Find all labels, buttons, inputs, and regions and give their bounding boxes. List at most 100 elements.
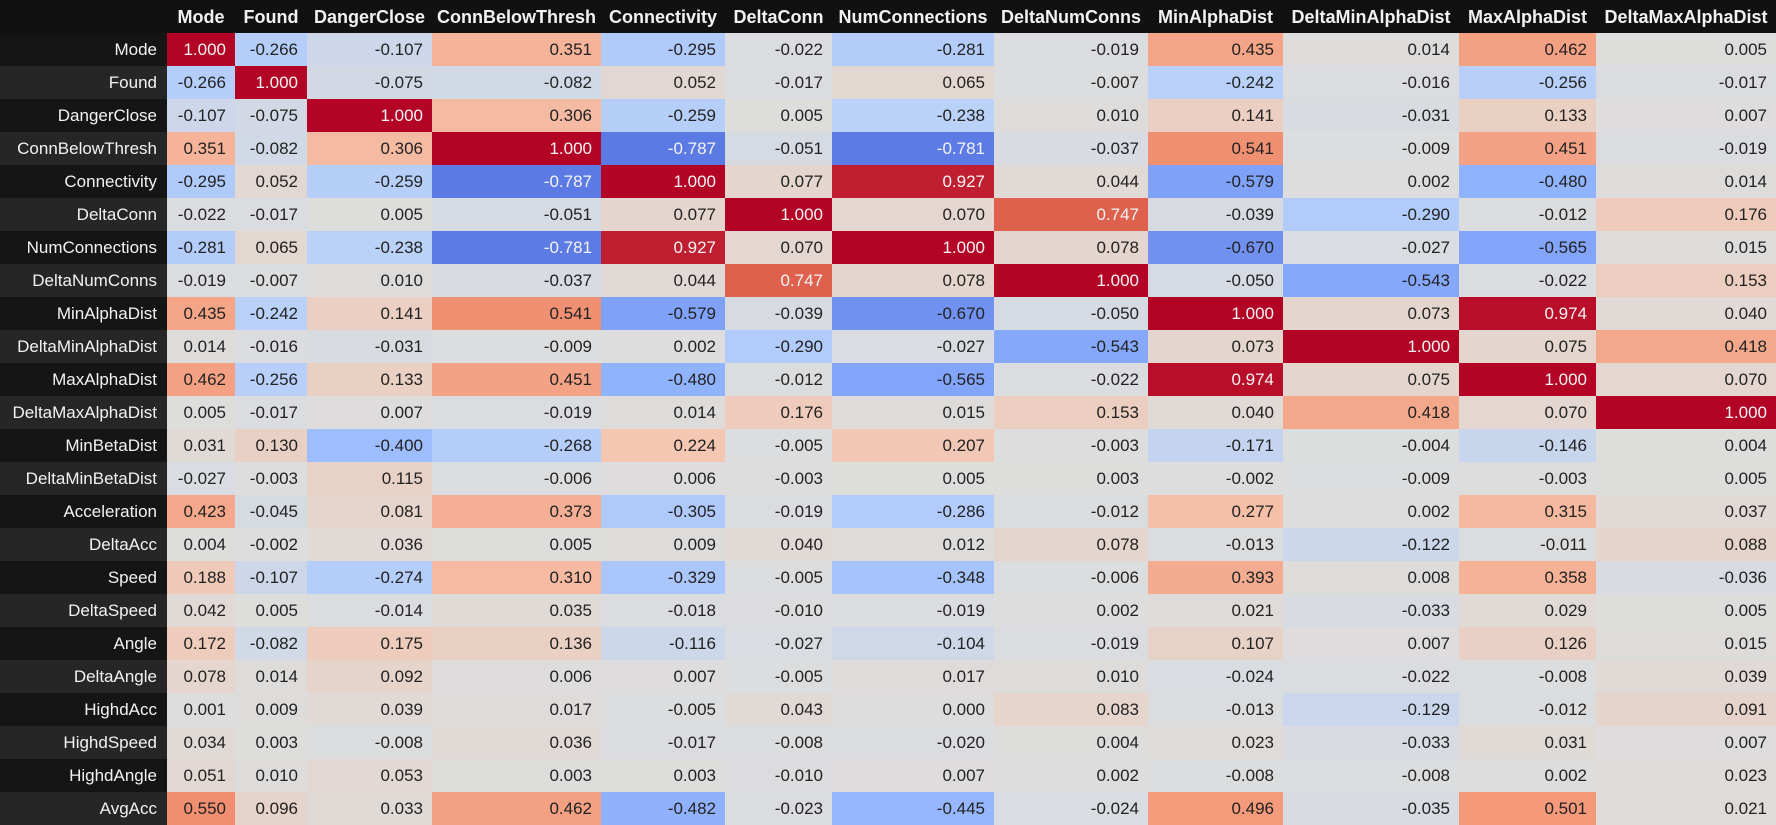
heatmap-cell: 0.015 (832, 396, 994, 429)
heatmap-cell: 0.003 (432, 759, 601, 792)
heatmap-cell: 1.000 (307, 99, 432, 132)
heatmap-cell: 0.075 (1459, 330, 1596, 363)
heatmap-cell: -0.329 (601, 561, 725, 594)
heatmap-cell: 0.002 (1459, 759, 1596, 792)
heatmap-cell: 0.029 (1459, 594, 1596, 627)
heatmap-cell: -0.565 (832, 363, 994, 396)
heatmap-cell: 0.005 (832, 462, 994, 495)
heatmap-cell: -0.024 (1148, 660, 1283, 693)
heatmap-cell: -0.022 (1283, 660, 1459, 693)
heatmap-cell: 0.081 (307, 495, 432, 528)
column-header-row: Mode Found DangerClose ConnBelowThresh Conne… (0, 0, 1776, 33)
heatmap-cell: 0.136 (432, 627, 601, 660)
heatmap-cell: 0.550 (167, 792, 235, 825)
heatmap-cell: -0.002 (235, 528, 307, 561)
heatmap-cell: -0.031 (1283, 99, 1459, 132)
heatmap-cell: -0.107 (307, 33, 432, 66)
heatmap-cell: -0.014 (307, 594, 432, 627)
heatmap-cell: -0.036 (1596, 561, 1776, 594)
heatmap-cell: 1.000 (167, 33, 235, 66)
heatmap-cell: -0.008 (1283, 759, 1459, 792)
heatmap-cell: 0.009 (601, 528, 725, 561)
heatmap-cell: -0.017 (725, 66, 832, 99)
heatmap-cell: -0.002 (1148, 462, 1283, 495)
heatmap-cell: 0.031 (1459, 726, 1596, 759)
heatmap-cell: 0.747 (994, 198, 1148, 231)
heatmap-cell: 0.004 (1596, 429, 1776, 462)
heatmap-cell: 0.010 (994, 660, 1148, 693)
heatmap-cell: -0.035 (1283, 792, 1459, 825)
heatmap-cell: -0.670 (832, 297, 994, 330)
heatmap-cell: 0.462 (432, 792, 601, 825)
heatmap-cell: 0.141 (1148, 99, 1283, 132)
heatmap-cell: 0.462 (167, 363, 235, 396)
heatmap-cell: -0.116 (601, 627, 725, 660)
heatmap-cell: -0.019 (994, 627, 1148, 660)
heatmap-cell: -0.003 (725, 462, 832, 495)
heatmap-cell: 0.052 (601, 66, 725, 99)
heatmap-row: DeltaAcc 0.004 -0.002 0.036 0.005 0.009 0.040 0… (0, 528, 1776, 561)
row-label: HighdAngle (0, 759, 167, 792)
heatmap-cell: -0.543 (994, 330, 1148, 363)
heatmap-cell: 0.035 (432, 594, 601, 627)
heatmap-cell: 0.073 (1148, 330, 1283, 363)
heatmap-cell: -0.005 (601, 693, 725, 726)
heatmap-cell: 0.927 (832, 165, 994, 198)
heatmap-cell: 0.051 (167, 759, 235, 792)
heatmap-cell: -0.004 (1283, 429, 1459, 462)
heatmap-cell: 0.017 (432, 693, 601, 726)
heatmap-cell: -0.274 (307, 561, 432, 594)
heatmap-cell: -0.006 (994, 561, 1148, 594)
heatmap-cell: 0.078 (832, 264, 994, 297)
heatmap-cell: -0.281 (167, 231, 235, 264)
heatmap-cell: -0.022 (1459, 264, 1596, 297)
heatmap-cell: 0.014 (1596, 165, 1776, 198)
heatmap-cell: -0.238 (832, 99, 994, 132)
heatmap-cell: 0.004 (994, 726, 1148, 759)
row-label: AvgAcc (0, 792, 167, 825)
column-header: NumConnections (838, 7, 988, 27)
heatmap-cell: -0.011 (1459, 528, 1596, 561)
heatmap-cell: 0.176 (725, 396, 832, 429)
heatmap-cell: -0.543 (1283, 264, 1459, 297)
heatmap-cell: -0.082 (432, 66, 601, 99)
heatmap-cell: 0.435 (1148, 33, 1283, 66)
heatmap-cell: -0.027 (167, 462, 235, 495)
heatmap-cell: 0.005 (167, 396, 235, 429)
heatmap-cell: -0.290 (1283, 198, 1459, 231)
row-label: Found (0, 66, 167, 99)
heatmap-row: DeltaAngle 0.078 0.014 0.092 0.006 0.007 -0.00… (0, 660, 1776, 693)
heatmap-cell: 0.188 (167, 561, 235, 594)
heatmap-cell: -0.107 (235, 561, 307, 594)
heatmap-cell: 1.000 (235, 66, 307, 99)
heatmap-cell: -0.008 (1459, 660, 1596, 693)
heatmap-cell: -0.348 (832, 561, 994, 594)
heatmap-row: MaxAlphaDist 0.462 -0.256 0.133 0.451 -0.480-… (0, 363, 1776, 396)
heatmap-cell: 0.000 (832, 693, 994, 726)
heatmap-cell: 0.153 (994, 396, 1148, 429)
heatmap-cell: 0.007 (1596, 726, 1776, 759)
column-header: Connectivity (608, 7, 718, 27)
heatmap-cell: 0.021 (1596, 792, 1776, 825)
column-header: MaxAlphaDist (1467, 7, 1588, 27)
heatmap-cell: -0.013 (1148, 693, 1283, 726)
heatmap-cell: 0.005 (725, 99, 832, 132)
heatmap-cell: 0.003 (601, 759, 725, 792)
heatmap-cell: -0.039 (1148, 198, 1283, 231)
heatmap-cell: -0.075 (235, 99, 307, 132)
heatmap-cell: 0.014 (601, 396, 725, 429)
heatmap-cell: 0.451 (1459, 132, 1596, 165)
heatmap-cell: 0.310 (432, 561, 601, 594)
heatmap-row: DeltaMaxAlphaDist 0.005 -0.017 0.007 -0.019 0… (0, 396, 1776, 429)
row-label: MinAlphaDist (0, 297, 167, 330)
heatmap-cell: 0.172 (167, 627, 235, 660)
heatmap-cell: 0.023 (1148, 726, 1283, 759)
heatmap-cell: 0.002 (1283, 165, 1459, 198)
heatmap-cell: -0.290 (725, 330, 832, 363)
heatmap-cell: -0.286 (832, 495, 994, 528)
heatmap-cell: -0.019 (432, 396, 601, 429)
heatmap-cell: 0.015 (1596, 231, 1776, 264)
heatmap-cell: -0.480 (1459, 165, 1596, 198)
heatmap-cell: 1.000 (1148, 297, 1283, 330)
heatmap-cell: 0.070 (832, 198, 994, 231)
